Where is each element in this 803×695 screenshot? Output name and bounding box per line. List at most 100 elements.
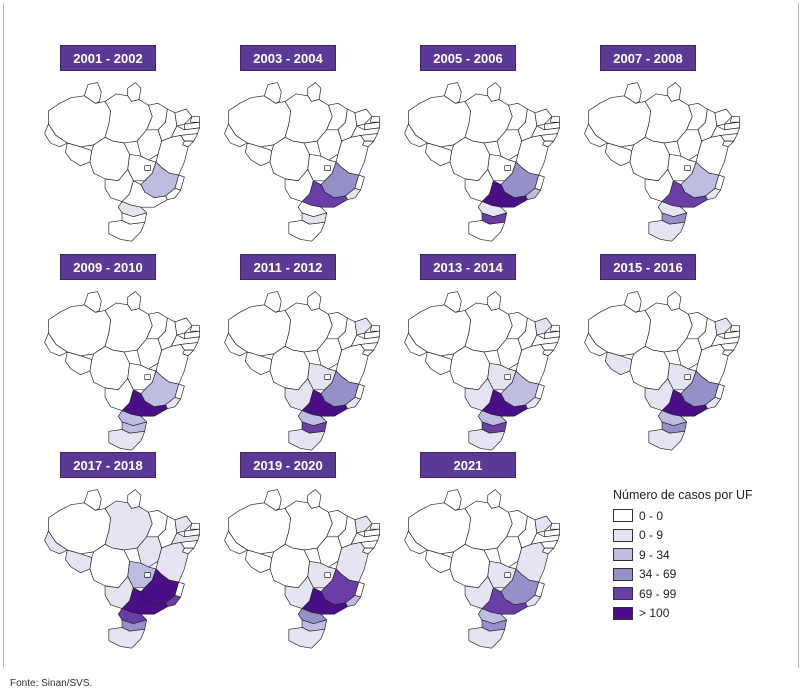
state-rr bbox=[263, 82, 282, 104]
state-rn bbox=[549, 325, 560, 332]
state-ac bbox=[404, 123, 428, 148]
legend-label: 34 - 69 bbox=[639, 567, 677, 582]
map-panel: 2015 - 2016 bbox=[578, 254, 748, 454]
brazil-map bbox=[404, 82, 560, 242]
map-panel: 2011 - 2012 bbox=[218, 254, 388, 454]
map-panel: 2005 - 2006 bbox=[398, 45, 568, 245]
map-panel: 2017 - 2018 bbox=[38, 452, 208, 652]
state-rr bbox=[443, 291, 462, 313]
map-panel: 2021 bbox=[398, 452, 568, 652]
state-ro bbox=[605, 351, 633, 375]
brazil-map bbox=[584, 82, 740, 242]
legend-label: 0 - 0 bbox=[639, 508, 664, 523]
legend-item: > 100 bbox=[613, 604, 753, 624]
legend-swatch bbox=[613, 567, 633, 581]
period-label: 2009 - 2010 bbox=[60, 254, 156, 280]
source-note: Fonte: Sinan/SVS. bbox=[10, 678, 93, 689]
state-ce bbox=[354, 317, 373, 336]
map-panel: 2007 - 2008 bbox=[578, 45, 748, 245]
period-label: 2005 - 2006 bbox=[420, 45, 516, 71]
legend-item: 69 - 99 bbox=[613, 584, 753, 604]
state-rs bbox=[108, 429, 146, 451]
legend-label: 0 - 9 bbox=[639, 528, 664, 543]
brazil-map bbox=[44, 291, 200, 451]
state-rn bbox=[189, 325, 200, 332]
state-rs bbox=[108, 627, 146, 649]
brazil-map bbox=[224, 82, 380, 242]
state-rs bbox=[648, 220, 686, 242]
legend-swatch bbox=[613, 548, 633, 562]
state-ro bbox=[425, 142, 453, 166]
state-df bbox=[504, 572, 511, 578]
period-label: 2003 - 2004 bbox=[240, 45, 336, 71]
state-rn bbox=[729, 325, 740, 332]
state-ro bbox=[65, 549, 93, 573]
state-ce bbox=[174, 317, 193, 336]
state-df bbox=[504, 165, 511, 171]
legend-item: 9 - 34 bbox=[613, 545, 753, 565]
state-ce bbox=[174, 515, 193, 534]
state-ce bbox=[354, 515, 373, 534]
state-df bbox=[324, 374, 331, 380]
legend: Número de casos por UF 0 - 0 0 - 9 9 - 34 3… bbox=[613, 488, 753, 623]
period-label: 2011 - 2012 bbox=[240, 254, 336, 280]
state-ce bbox=[534, 515, 553, 534]
state-rn bbox=[189, 116, 200, 123]
legend-label: > 100 bbox=[639, 606, 670, 621]
state-df bbox=[144, 165, 151, 171]
state-ac bbox=[584, 332, 608, 357]
state-ro bbox=[425, 549, 453, 573]
state-rr bbox=[263, 291, 282, 313]
state-rs bbox=[468, 429, 506, 451]
period-label: 2021 bbox=[420, 452, 516, 478]
brazil-map bbox=[224, 291, 380, 451]
state-rs bbox=[288, 627, 326, 649]
legend-swatch bbox=[613, 528, 633, 542]
state-df bbox=[684, 165, 691, 171]
state-ac bbox=[44, 332, 68, 357]
state-rn bbox=[549, 523, 560, 530]
state-rr bbox=[83, 489, 102, 511]
state-ro bbox=[65, 351, 93, 375]
state-ce bbox=[534, 317, 553, 336]
legend-item: 34 - 69 bbox=[613, 565, 753, 585]
map-panel: 2009 - 2010 bbox=[38, 254, 208, 454]
legend-label: 9 - 34 bbox=[639, 547, 670, 562]
state-ro bbox=[245, 549, 273, 573]
legend-swatch bbox=[613, 606, 633, 620]
state-df bbox=[684, 374, 691, 380]
state-rr bbox=[83, 291, 102, 313]
state-rs bbox=[648, 429, 686, 451]
state-ro bbox=[245, 142, 273, 166]
state-ro bbox=[245, 351, 273, 375]
period-label: 2017 - 2018 bbox=[60, 452, 156, 478]
state-df bbox=[324, 572, 331, 578]
map-panel: 2013 - 2014 bbox=[398, 254, 568, 454]
state-rr bbox=[623, 82, 642, 104]
state-ac bbox=[224, 123, 248, 148]
state-df bbox=[504, 374, 511, 380]
state-ac bbox=[44, 530, 68, 555]
state-df bbox=[144, 572, 151, 578]
map-panel: 2019 - 2020 bbox=[218, 452, 388, 652]
state-ac bbox=[404, 530, 428, 555]
state-ac bbox=[404, 332, 428, 357]
state-df bbox=[324, 165, 331, 171]
map-panel: 2003 - 2004 bbox=[218, 45, 388, 245]
legend-swatch bbox=[613, 509, 633, 523]
state-rn bbox=[369, 523, 380, 530]
state-rn bbox=[369, 325, 380, 332]
legend-swatch bbox=[613, 587, 633, 601]
state-ce bbox=[354, 108, 373, 127]
state-rs bbox=[288, 429, 326, 451]
state-rn bbox=[189, 523, 200, 530]
period-label: 2013 - 2014 bbox=[420, 254, 516, 280]
state-rs bbox=[468, 220, 506, 242]
state-ac bbox=[224, 332, 248, 357]
brazil-map bbox=[584, 291, 740, 451]
state-ce bbox=[714, 317, 733, 336]
legend-item: 0 - 9 bbox=[613, 526, 753, 546]
state-ce bbox=[534, 108, 553, 127]
state-ro bbox=[605, 142, 633, 166]
brazil-map bbox=[44, 82, 200, 242]
